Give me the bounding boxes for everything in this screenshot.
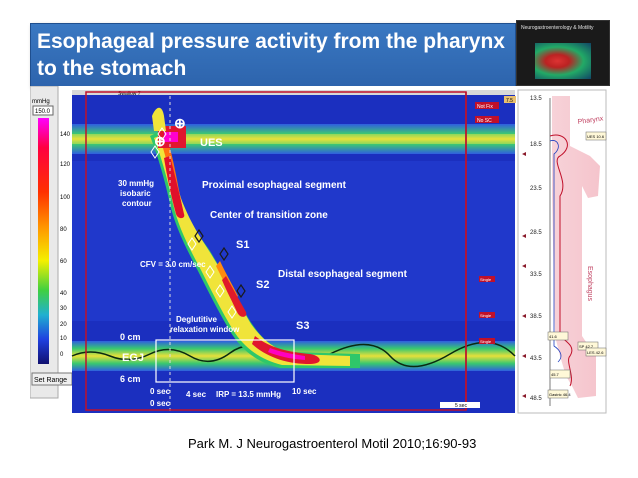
sensor-position-label: 33.5 xyxy=(530,272,542,278)
sensor-box xyxy=(585,131,607,141)
label-egj: EGJ xyxy=(122,352,144,364)
sensor-box-label: SP 42.7 xyxy=(579,344,594,349)
label-four-sec: 4 sec xyxy=(186,390,207,399)
sensor-position-label: 48.5 xyxy=(530,396,542,402)
label-transition-zone: Center of transition zone xyxy=(210,210,328,221)
colorbar-tick-label: 60 xyxy=(60,259,67,265)
colorbar xyxy=(38,118,49,364)
status-tag-no-sc xyxy=(475,116,499,123)
label-deglutitive-2: relaxation window xyxy=(170,325,240,334)
sensor-position-label: 43.5 xyxy=(530,356,542,362)
svg-text:7.5: 7.5 xyxy=(506,98,513,104)
colorbar-unit: mmHg xyxy=(32,99,50,105)
colorbar-tick-label: 20 xyxy=(60,322,67,328)
sensor-box xyxy=(585,347,607,357)
sensor-box-label: LES 42.6 xyxy=(587,350,604,355)
sensor-position-label: 38.5 xyxy=(530,314,542,320)
label-deglutitive-1: Deglutitive xyxy=(176,315,217,324)
sensor-box-label: Gastric 46.4 xyxy=(549,392,571,397)
anatomy-outline xyxy=(552,96,600,398)
sensor-position-label: 28.5 xyxy=(530,230,542,236)
annotations: UES Proximal esophageal segment 30 mmHg … xyxy=(118,137,408,408)
label-zero-cm: 0 cm xyxy=(120,332,141,342)
slide-title: Esophageal pressure activity from the ph… xyxy=(37,30,505,80)
sensor-box-label: 45.7 xyxy=(551,372,560,377)
side-tag-single-1 xyxy=(479,276,495,282)
colorbar-tick-label: 100 xyxy=(60,195,71,201)
colorbar-top-value: 150.0 xyxy=(35,109,51,115)
right-tag xyxy=(504,96,516,103)
pressure-profile xyxy=(549,134,573,387)
label-distal-segment: Distal esophageal segment xyxy=(278,269,408,280)
colorbar-tick-label: 10 xyxy=(60,336,67,342)
colorbar-top-box[interactable] xyxy=(32,105,54,116)
svg-text:Single: Single xyxy=(480,339,492,344)
sensor-box-label: UES 10.6 xyxy=(587,134,605,139)
isobaric-markers xyxy=(150,127,237,319)
time-scale-bar xyxy=(440,402,480,408)
svg-text:Single: Single xyxy=(480,277,492,282)
proximal-segment-peak xyxy=(164,156,185,219)
label-s2: S2 xyxy=(256,279,269,291)
label-esophagus: Esophagus xyxy=(586,266,593,302)
label-s3: S3 xyxy=(296,320,309,332)
peristaltic-wave-mid xyxy=(154,134,350,366)
colorbar-tick-label: 0 xyxy=(60,352,64,358)
label-s1: S1 xyxy=(236,239,249,251)
manometry-figure: mmHg 150.0 140 120 100 80 60 40 30 20 10 0 Set Ra… xyxy=(29,85,608,420)
label-isobaric-1: 30 mmHg xyxy=(118,179,154,188)
status-tag-not-fix xyxy=(475,102,499,109)
s2-peak xyxy=(222,276,247,317)
colorbar-tick-label: 140 xyxy=(60,132,71,138)
sensor-box xyxy=(547,389,569,399)
label-ues: UES xyxy=(200,137,223,149)
svg-text:5 sec: 5 sec xyxy=(455,403,467,409)
deglutitive-relaxation-box xyxy=(155,339,295,383)
colorbar-tick-label: 120 xyxy=(60,162,71,168)
citation: Park M. J Neurogastroenterol Motil 2010;… xyxy=(188,436,477,451)
sensor-position-label: 23.5 xyxy=(530,186,542,192)
slide-title-box: Esophageal pressure activity from the ph… xyxy=(30,23,516,87)
label-zero-sec-a: 0 sec xyxy=(150,387,171,396)
sensor-box-label: 41.6 xyxy=(549,334,558,339)
svg-text:Single: Single xyxy=(480,313,492,318)
sensor-position-label: 18.5 xyxy=(530,142,542,148)
sensor-box xyxy=(547,331,569,341)
sensor-position-label: 13.5 xyxy=(530,96,542,102)
colorbar-tick-label: 40 xyxy=(60,291,67,297)
label-ten-sec: 10 sec xyxy=(292,387,317,396)
colorbar-tick-label: 30 xyxy=(60,306,67,312)
ues-crosshair: ⊕ xyxy=(174,115,186,131)
label-cfv: CFV = 3.0 cm/sec xyxy=(140,260,206,269)
set-range-label: Set Range xyxy=(34,377,67,384)
side-tag-single-2 xyxy=(479,312,495,318)
label-isobaric-3: contour xyxy=(122,199,152,208)
sensor-positions: 13.5 18.5 23.5 28.5 33.5 38.5 43.5 48.5 xyxy=(530,96,542,402)
label-irp: IRP = 13.5 mmHg xyxy=(216,390,281,399)
journal-cover-title: Neurogastroenterology & Motility xyxy=(521,25,594,31)
plot-window-title: Swallow 7 xyxy=(118,91,141,97)
label-pharynx: Pharynx xyxy=(577,115,604,126)
colorbar-tick-label: 80 xyxy=(60,227,67,233)
side-tag-single-3 xyxy=(479,338,495,344)
sensor-box xyxy=(549,369,571,379)
plot-background-band xyxy=(72,161,515,321)
svg-text:Not Fix: Not Fix xyxy=(477,104,493,110)
journal-cover-art xyxy=(535,43,591,79)
label-isobaric-2: isobaric xyxy=(120,189,151,198)
label-proximal-segment: Proximal esophageal segment xyxy=(202,180,347,191)
label-six-cm: 6 cm xyxy=(120,374,141,384)
label-zero-sec-b: 0 sec xyxy=(150,399,171,408)
svg-text:No SC: No SC xyxy=(477,118,492,124)
svg-text:⊕: ⊕ xyxy=(154,133,166,149)
journal-cover-image: Neurogastroenterology & Motility xyxy=(516,20,610,86)
